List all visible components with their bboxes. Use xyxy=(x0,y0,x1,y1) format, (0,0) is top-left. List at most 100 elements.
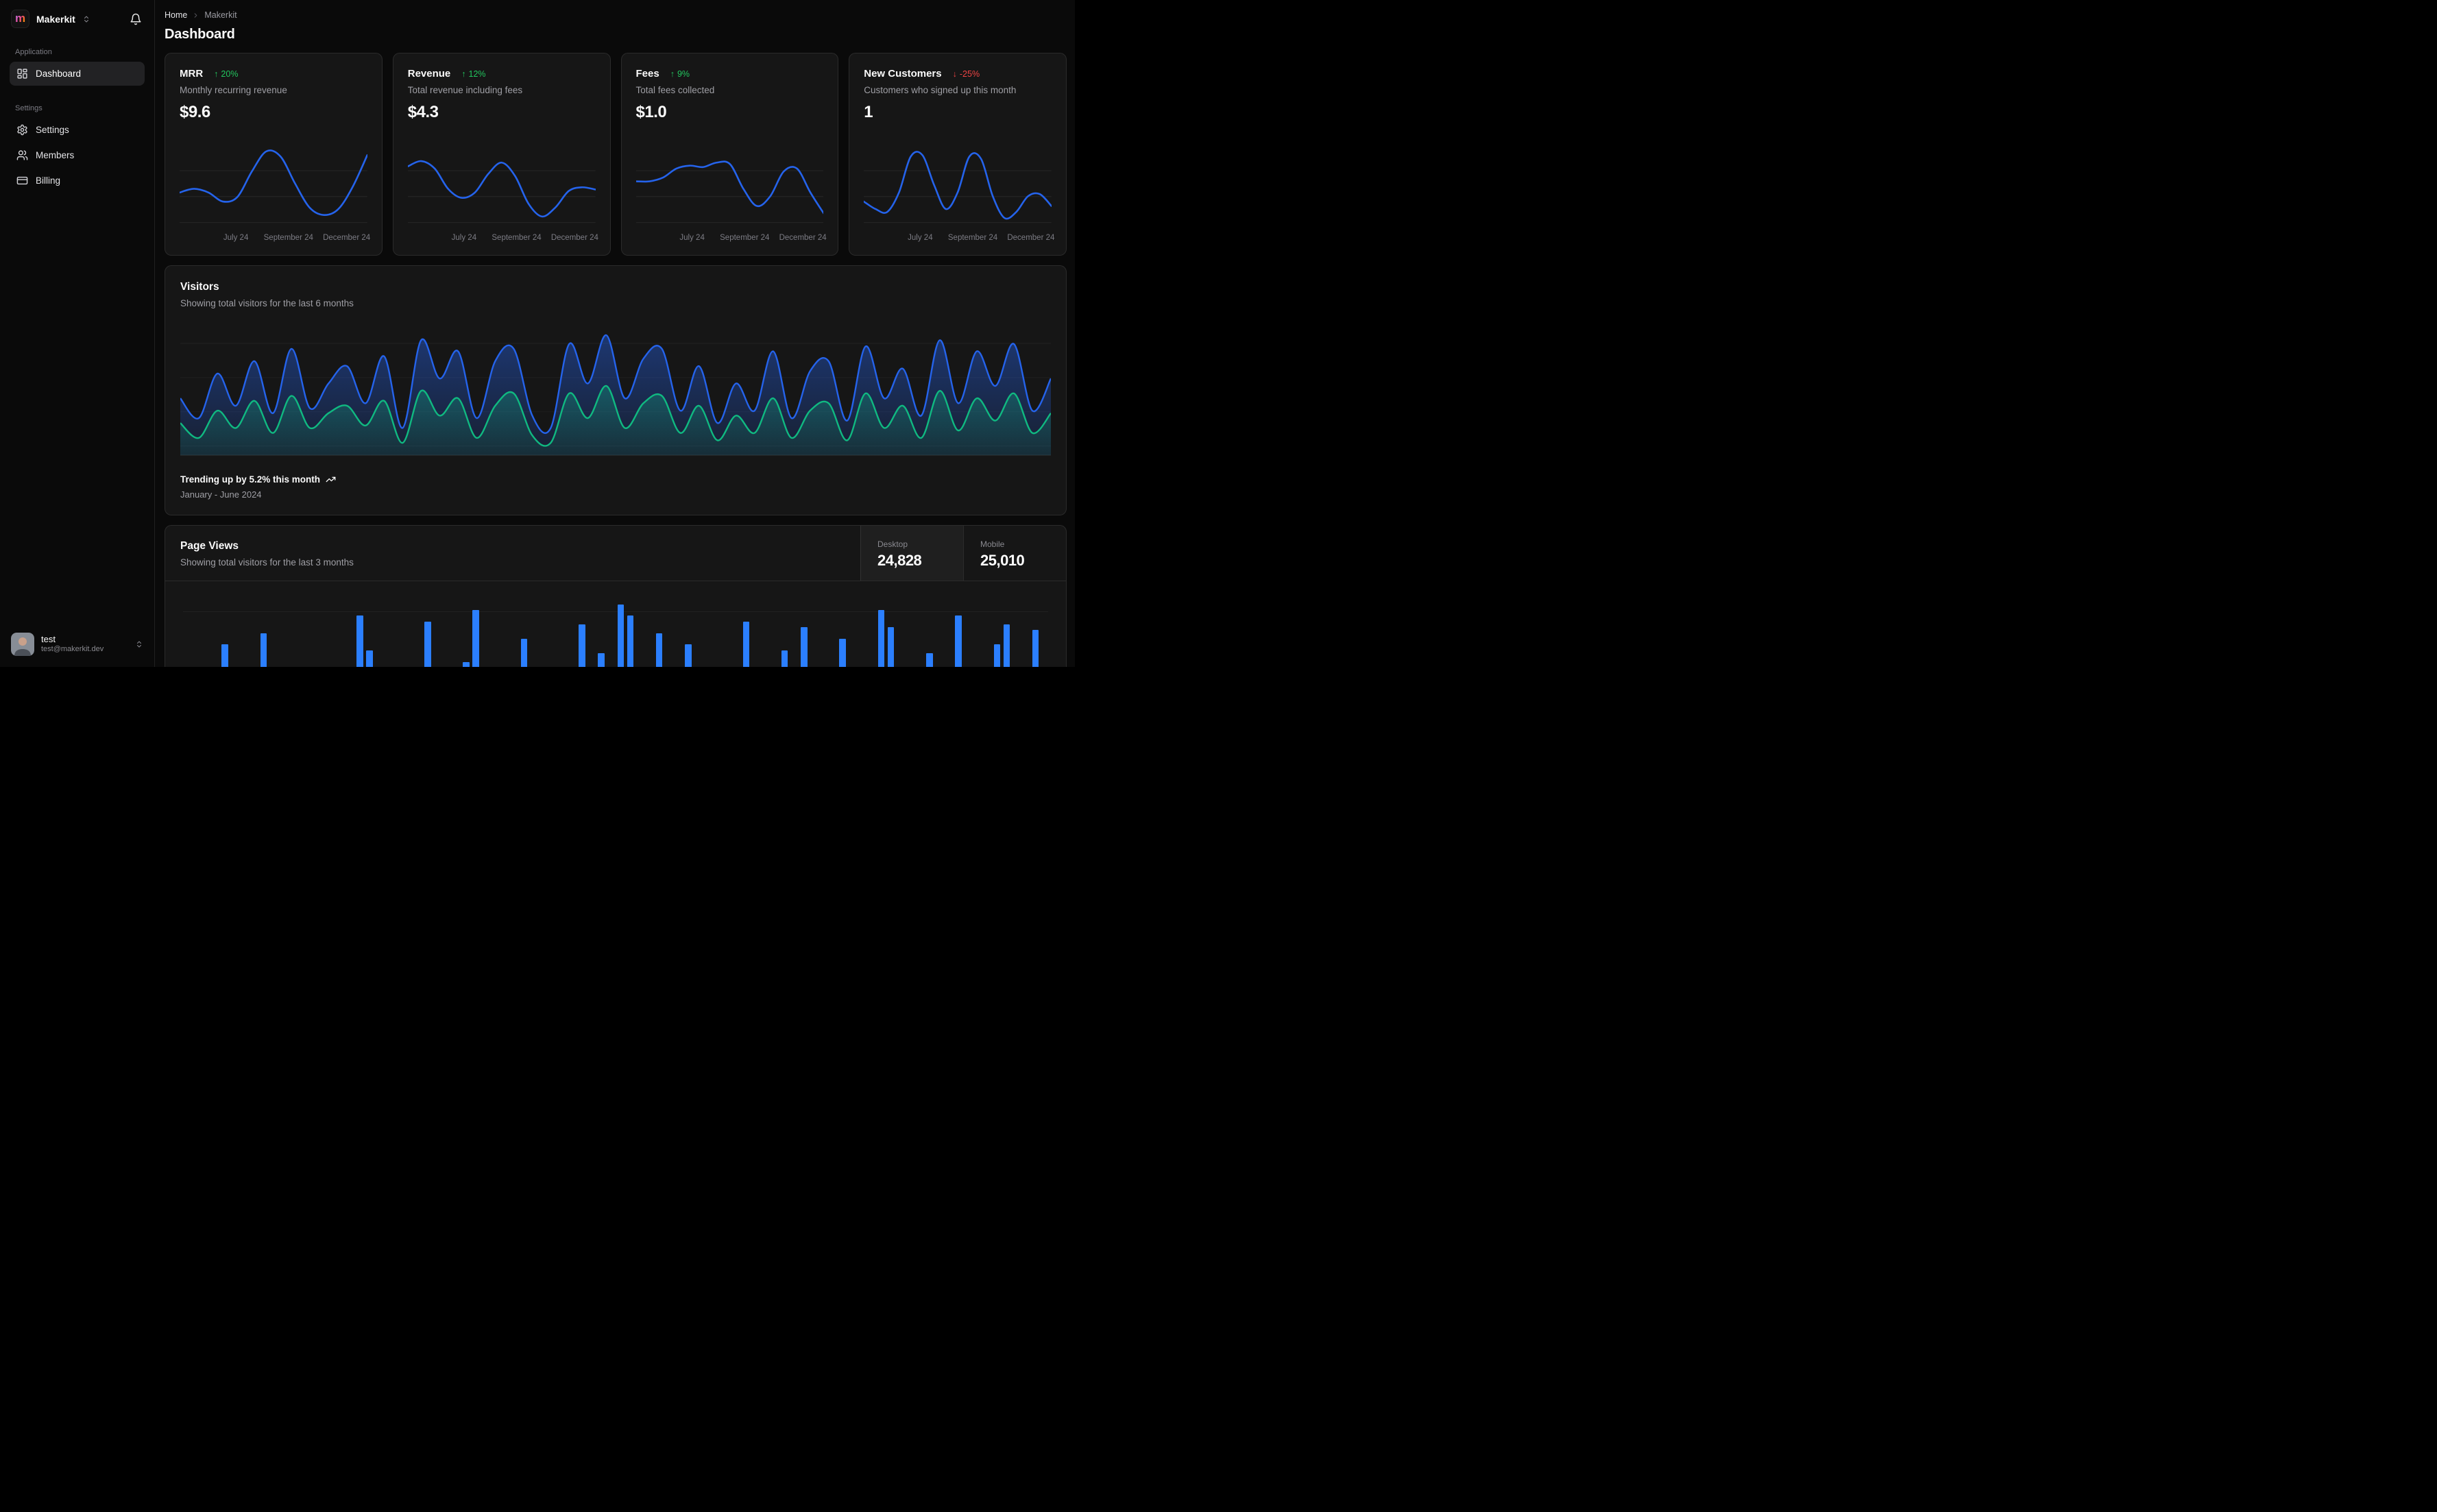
chevrons-up-down-icon xyxy=(135,640,143,648)
x-axis-ticks: July 24 September 24 December 24 xyxy=(223,234,371,242)
toggle-mobile[interactable]: Mobile 25,010 xyxy=(963,526,1066,581)
notifications-bell-button[interactable] xyxy=(128,12,143,27)
bar-mark xyxy=(598,653,605,667)
bell-icon xyxy=(130,13,141,25)
page-views-title: Page Views xyxy=(180,540,239,552)
visitors-trend-text: Trending up by 5.2% this month xyxy=(180,474,321,485)
user-email: test@makerkit.dev xyxy=(41,645,104,654)
stat-card-new-customers: New Customers ↓ -25% Customers who signed… xyxy=(849,53,1067,256)
trend-badge: ↓ -25% xyxy=(952,69,980,79)
visitors-area-chart xyxy=(180,326,1051,456)
stat-subtitle: Total revenue including fees xyxy=(407,85,523,95)
sidebar-item-settings[interactable]: Settings xyxy=(10,118,145,142)
breadcrumb-current: Makerkit xyxy=(204,10,237,20)
makerkit-logo: m xyxy=(11,10,29,28)
arrow-up-icon: ↑ xyxy=(461,69,466,79)
main-content: Home Makerkit Dashboard MRR ↑ 20% Monthly… xyxy=(155,0,1075,667)
fees-sparkline-chart xyxy=(635,142,824,223)
dashboard-icon xyxy=(16,68,28,80)
bar-mark xyxy=(655,633,663,667)
sidebar-section-application: Application xyxy=(15,48,52,56)
bar-mark xyxy=(926,653,933,667)
bars-container xyxy=(183,581,1048,667)
new-customers-sparkline-chart xyxy=(864,142,1052,223)
bar-mark xyxy=(801,627,808,667)
breadcrumb: Home Makerkit xyxy=(165,10,1067,20)
visitors-period: January - June 2024 xyxy=(180,489,262,500)
bar-mark xyxy=(424,621,431,667)
stat-value: $4.3 xyxy=(407,103,439,121)
x-axis-ticks: July 24 September 24 December 24 xyxy=(679,234,827,242)
page-views-bar-chart xyxy=(165,581,1066,667)
toggle-desktop[interactable]: Desktop 24,828 xyxy=(860,526,963,581)
stat-subtitle: Customers who signed up this month xyxy=(864,85,1017,95)
bar-mark xyxy=(781,650,788,667)
stat-subtitle: Total fees collected xyxy=(635,85,715,95)
sidebar-item-label: Members xyxy=(36,150,75,160)
arrow-up-icon: ↑ xyxy=(670,69,675,79)
gridline xyxy=(183,611,1048,612)
app-window: m Makerkit Application Dashboard Setting… xyxy=(0,0,1075,667)
stat-title: Revenue xyxy=(407,68,451,80)
trend-badge: ↑ 9% xyxy=(670,69,690,79)
stat-card-mrr: MRR ↑ 20% Monthly recurring revenue $9.6 … xyxy=(165,53,383,256)
revenue-sparkline-chart xyxy=(407,142,596,223)
stat-card-revenue: Revenue ↑ 12% Total revenue including fee… xyxy=(392,53,611,256)
visitors-title: Visitors xyxy=(180,281,219,293)
sidebar-section-settings: Settings xyxy=(15,104,43,112)
stat-subtitle: Monthly recurring revenue xyxy=(180,85,287,95)
page-views-subtitle: Showing total visitors for the last 3 mo… xyxy=(180,557,354,568)
stats-grid: MRR ↑ 20% Monthly recurring revenue $9.6 … xyxy=(165,53,1067,256)
bar-mark xyxy=(877,610,885,667)
page-title: Dashboard xyxy=(165,27,235,42)
mrr-sparkline-chart xyxy=(180,142,367,223)
sidebar-item-label: Billing xyxy=(36,175,61,186)
user-name: test xyxy=(41,634,56,644)
bar-mark xyxy=(1032,630,1039,667)
bar-mark xyxy=(617,604,625,667)
bar-mark xyxy=(839,639,846,667)
bar-mark xyxy=(472,610,479,667)
bar-mark xyxy=(366,650,374,667)
page-views-card: Page Views Showing total visitors for th… xyxy=(165,525,1067,667)
bar-mark xyxy=(627,615,634,667)
members-icon xyxy=(16,149,28,161)
sidebar-item-members[interactable]: Members xyxy=(10,143,145,167)
stat-title: Fees xyxy=(635,68,659,80)
bar-mark xyxy=(1003,624,1010,667)
stat-title: New Customers xyxy=(864,68,942,80)
stat-value: $9.6 xyxy=(180,103,210,121)
breadcrumb-home-link[interactable]: Home xyxy=(165,10,188,20)
settings-icon xyxy=(16,124,28,136)
bar-mark xyxy=(520,639,528,667)
bar-mark xyxy=(260,633,267,667)
trend-badge: ↑ 12% xyxy=(461,69,486,79)
trend-badge: ↑ 20% xyxy=(214,69,239,79)
arrow-down-icon: ↓ xyxy=(952,69,957,79)
bar-mark xyxy=(685,644,692,667)
bar-mark xyxy=(221,644,228,667)
bar-mark xyxy=(579,624,585,667)
visitors-card: Visitors Showing total visitors for the … xyxy=(165,265,1067,515)
user-menu[interactable]: test test@makerkit.dev xyxy=(8,630,146,659)
sidebar-item-dashboard[interactable]: Dashboard xyxy=(10,62,145,86)
bar-mark xyxy=(356,615,363,667)
stat-title: MRR xyxy=(180,68,204,80)
sidebar-item-billing[interactable]: Billing xyxy=(10,169,145,193)
bar-mark xyxy=(463,661,470,667)
chevrons-up-down-icon xyxy=(82,15,90,23)
stat-card-fees: Fees ↑ 9% Total fees collected $1.0 July … xyxy=(620,53,839,256)
workspace-name: Makerkit xyxy=(36,13,75,25)
stat-value: 1 xyxy=(864,103,873,121)
stat-value: $1.0 xyxy=(635,103,667,121)
chevron-right-icon xyxy=(192,12,199,19)
avatar xyxy=(11,633,34,656)
arrow-up-icon: ↑ xyxy=(214,69,219,79)
trending-up-icon xyxy=(326,474,336,485)
bar-mark xyxy=(742,621,750,667)
billing-icon xyxy=(16,175,28,186)
bar-mark xyxy=(993,644,1001,667)
bar-mark xyxy=(955,615,962,667)
workspace-switcher[interactable]: m Makerkit xyxy=(10,8,145,29)
visitors-subtitle: Showing total visitors for the last 6 mo… xyxy=(180,298,354,308)
